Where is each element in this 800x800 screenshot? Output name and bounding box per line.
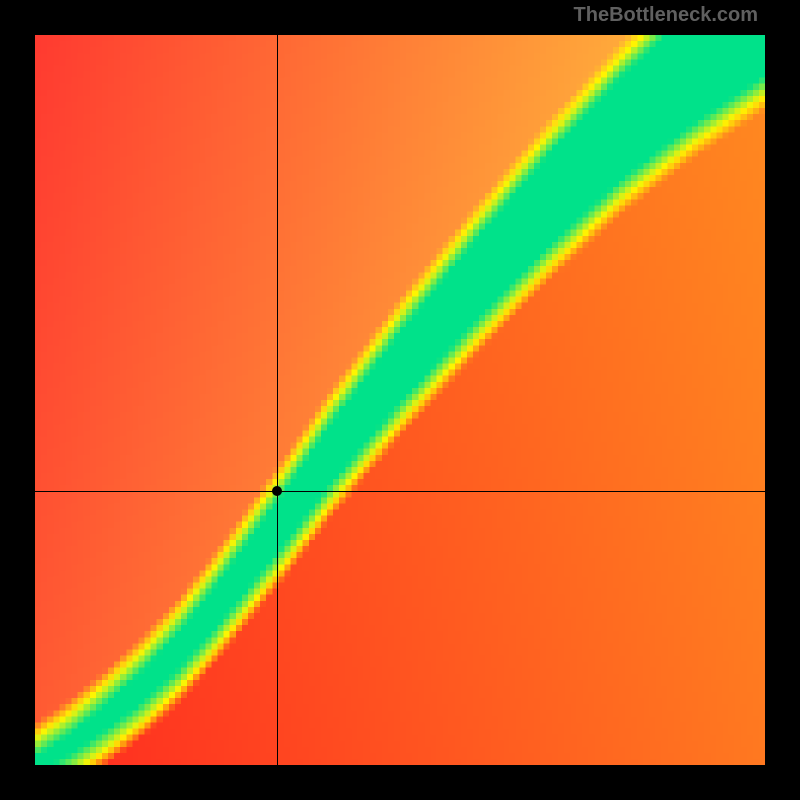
watermark-text: TheBottleneck.com: [574, 4, 758, 27]
crosshair-marker: [272, 486, 282, 496]
container: TheBottleneck.com: [0, 0, 800, 800]
heatmap-plot: [35, 35, 765, 765]
heatmap-canvas: [35, 35, 765, 765]
crosshair-vertical: [277, 35, 278, 765]
crosshair-horizontal: [35, 491, 765, 492]
